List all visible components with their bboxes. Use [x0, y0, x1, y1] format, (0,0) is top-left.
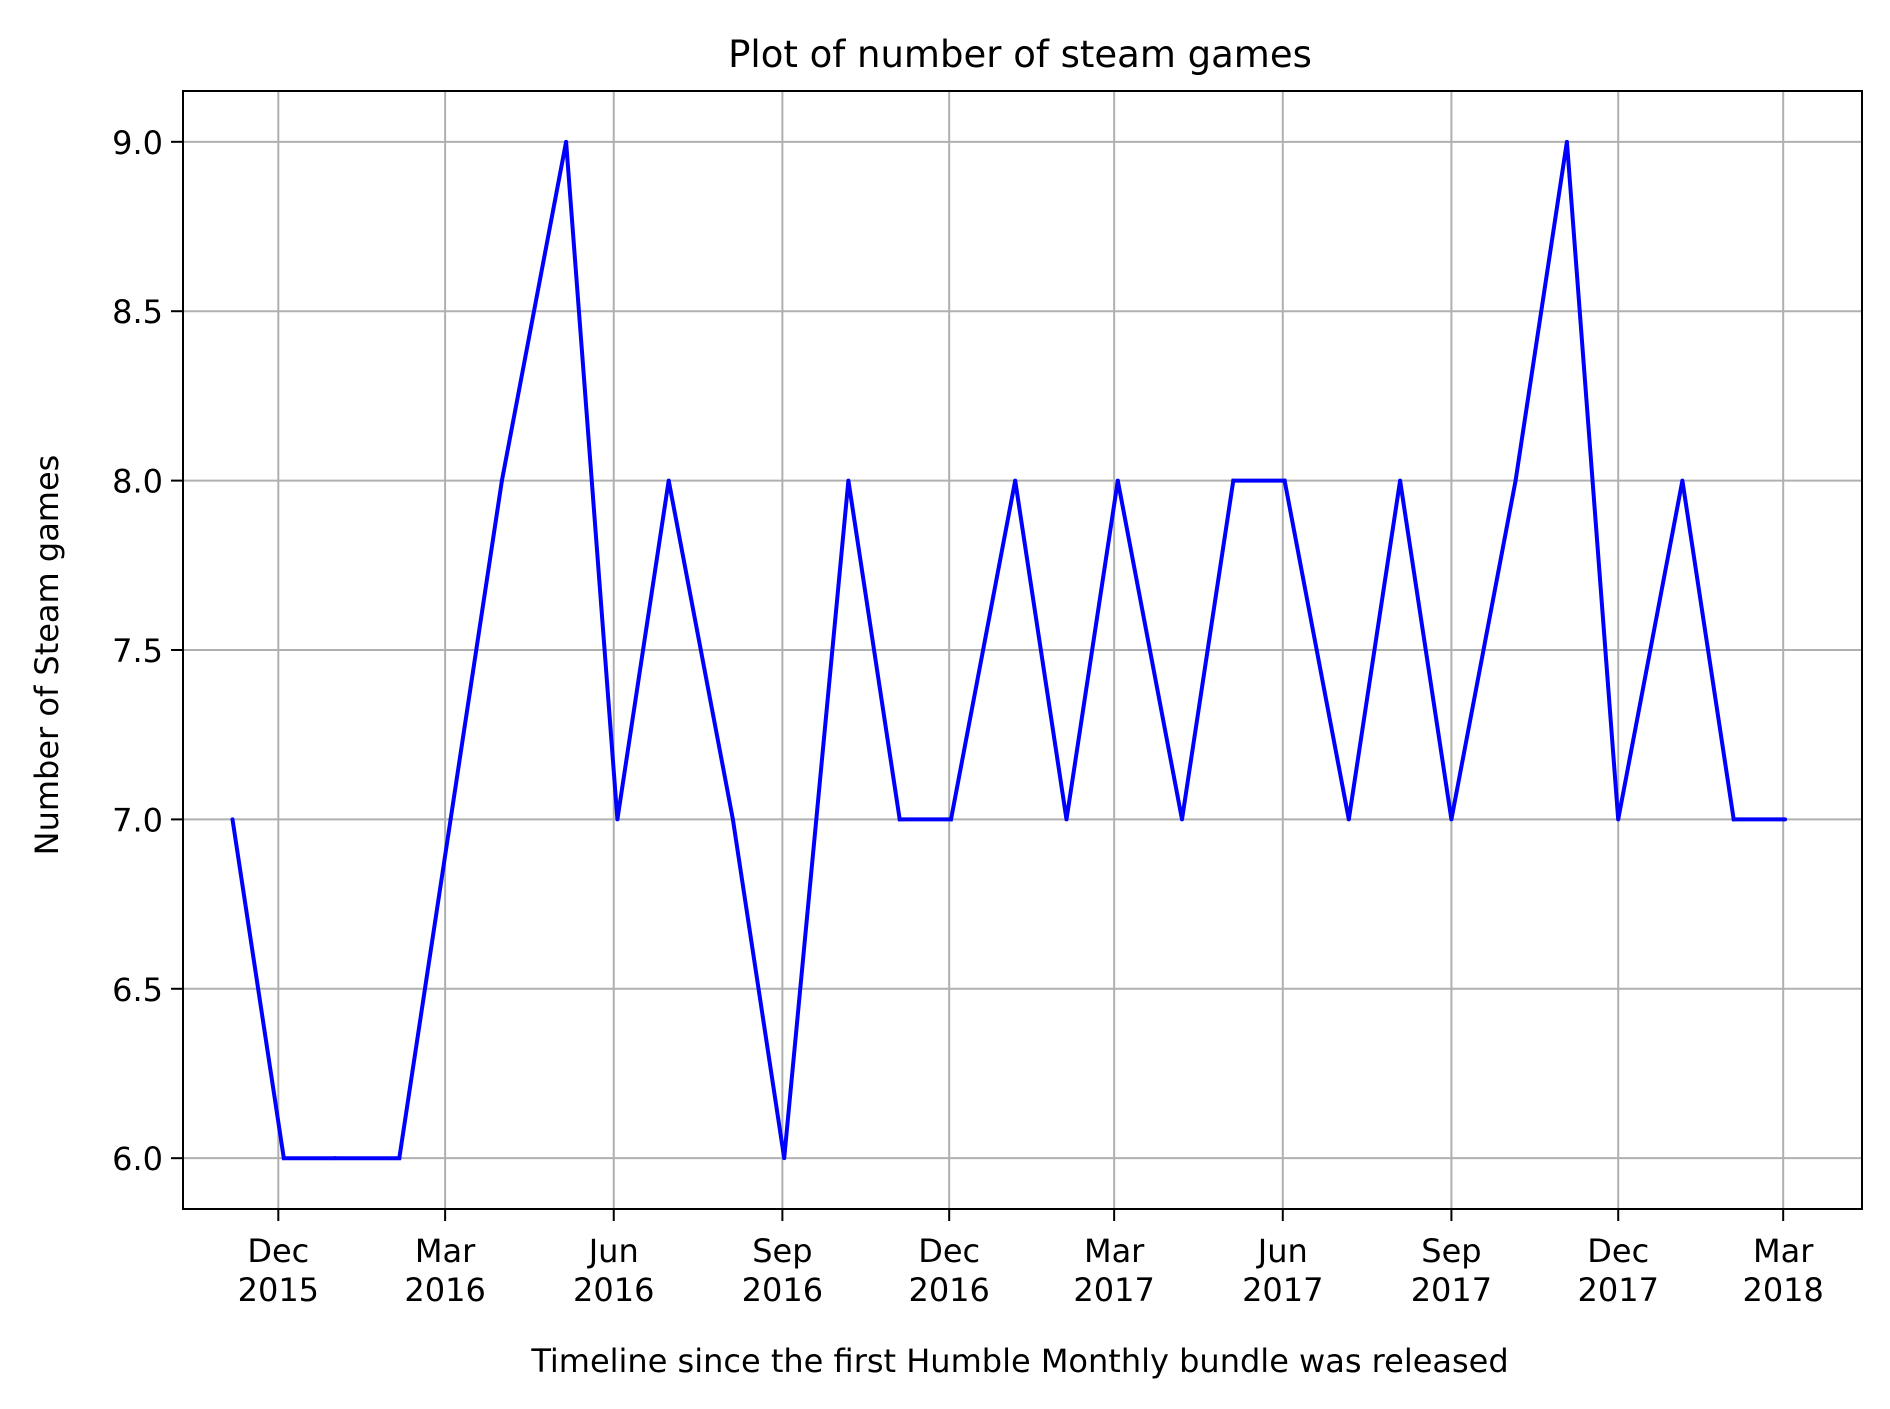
x-tick-label-year: 2015 [238, 1271, 319, 1309]
data-point [1616, 817, 1621, 822]
x-tick-label-month: Sep [1421, 1232, 1481, 1270]
data-point [1013, 478, 1018, 483]
x-tick-label-year: 2018 [1742, 1271, 1823, 1309]
data-point [1346, 817, 1351, 822]
data-point [1282, 478, 1287, 483]
x-tick-label-year: 2016 [404, 1271, 485, 1309]
data-point [1231, 478, 1236, 483]
data-point [846, 478, 851, 483]
x-tick-label-month: Jun [587, 1232, 639, 1270]
data-point [397, 1156, 402, 1161]
x-tick-label-year: 2017 [1073, 1271, 1154, 1309]
data-point [1179, 817, 1184, 822]
data-point [666, 478, 671, 483]
data-point [1783, 817, 1788, 822]
data-point [615, 817, 620, 822]
series-layer [230, 139, 1788, 1161]
y-tick-label: 8.5 [112, 293, 163, 331]
x-tick-label-month: Jun [1256, 1232, 1308, 1270]
data-point [333, 1156, 338, 1161]
x-tick-label-year: 2017 [1411, 1271, 1492, 1309]
x-axis-label: Timeline since the first Humble Monthly … [530, 1342, 1508, 1380]
data-point [281, 1156, 286, 1161]
y-tick-label: 7.0 [112, 801, 163, 839]
data-point [730, 817, 735, 822]
tick-marks [171, 140, 1785, 1221]
x-tick-label-month: Mar [1084, 1232, 1145, 1270]
x-tick-labels: Dec2015Mar2016Jun2016Sep2016Dec2016Mar20… [238, 1232, 1824, 1309]
data-point [1398, 478, 1403, 483]
data-point [1115, 478, 1120, 483]
y-tick-labels: 6.0 6.5 7.0 7.5 8.0 8.5 9.0 [112, 124, 163, 1178]
y-tick-label: 6.5 [112, 971, 163, 1009]
y-axis-label: Number of Steam games [28, 455, 66, 856]
data-point [1731, 817, 1736, 822]
x-tick-label-month: Mar [415, 1232, 476, 1270]
x-tick-label-year: 2017 [1242, 1271, 1323, 1309]
data-point [897, 817, 902, 822]
data-point [230, 817, 235, 822]
chart-title: Plot of number of steam games [728, 33, 1312, 76]
y-tick-label: 8.0 [112, 463, 163, 501]
x-tick-label-month: Sep [752, 1232, 812, 1270]
y-tick-label: 7.5 [112, 632, 163, 670]
data-point [782, 1156, 787, 1161]
x-tick-label-month: Dec [1587, 1232, 1649, 1270]
data-point [949, 817, 954, 822]
data-point [1564, 139, 1569, 144]
data-point [564, 139, 569, 144]
data-point [1513, 478, 1518, 483]
x-tick-label-year: 2016 [573, 1271, 654, 1309]
x-tick-label-year: 2016 [742, 1271, 823, 1309]
data-point [1449, 817, 1454, 822]
data-point [448, 817, 453, 822]
y-tick-label: 9.0 [112, 124, 163, 162]
y-tick-label: 6.0 [112, 1140, 163, 1178]
grid-lines [183, 91, 1862, 1209]
x-tick-label-month: Mar [1753, 1232, 1814, 1270]
data-point [499, 478, 504, 483]
data-point [1064, 817, 1069, 822]
x-tick-label-year: 2017 [1577, 1271, 1658, 1309]
x-tick-label-year: 2016 [908, 1271, 989, 1309]
x-tick-label-month: Dec [247, 1232, 309, 1270]
x-tick-label-month: Dec [918, 1232, 980, 1270]
data-point [1680, 478, 1685, 483]
